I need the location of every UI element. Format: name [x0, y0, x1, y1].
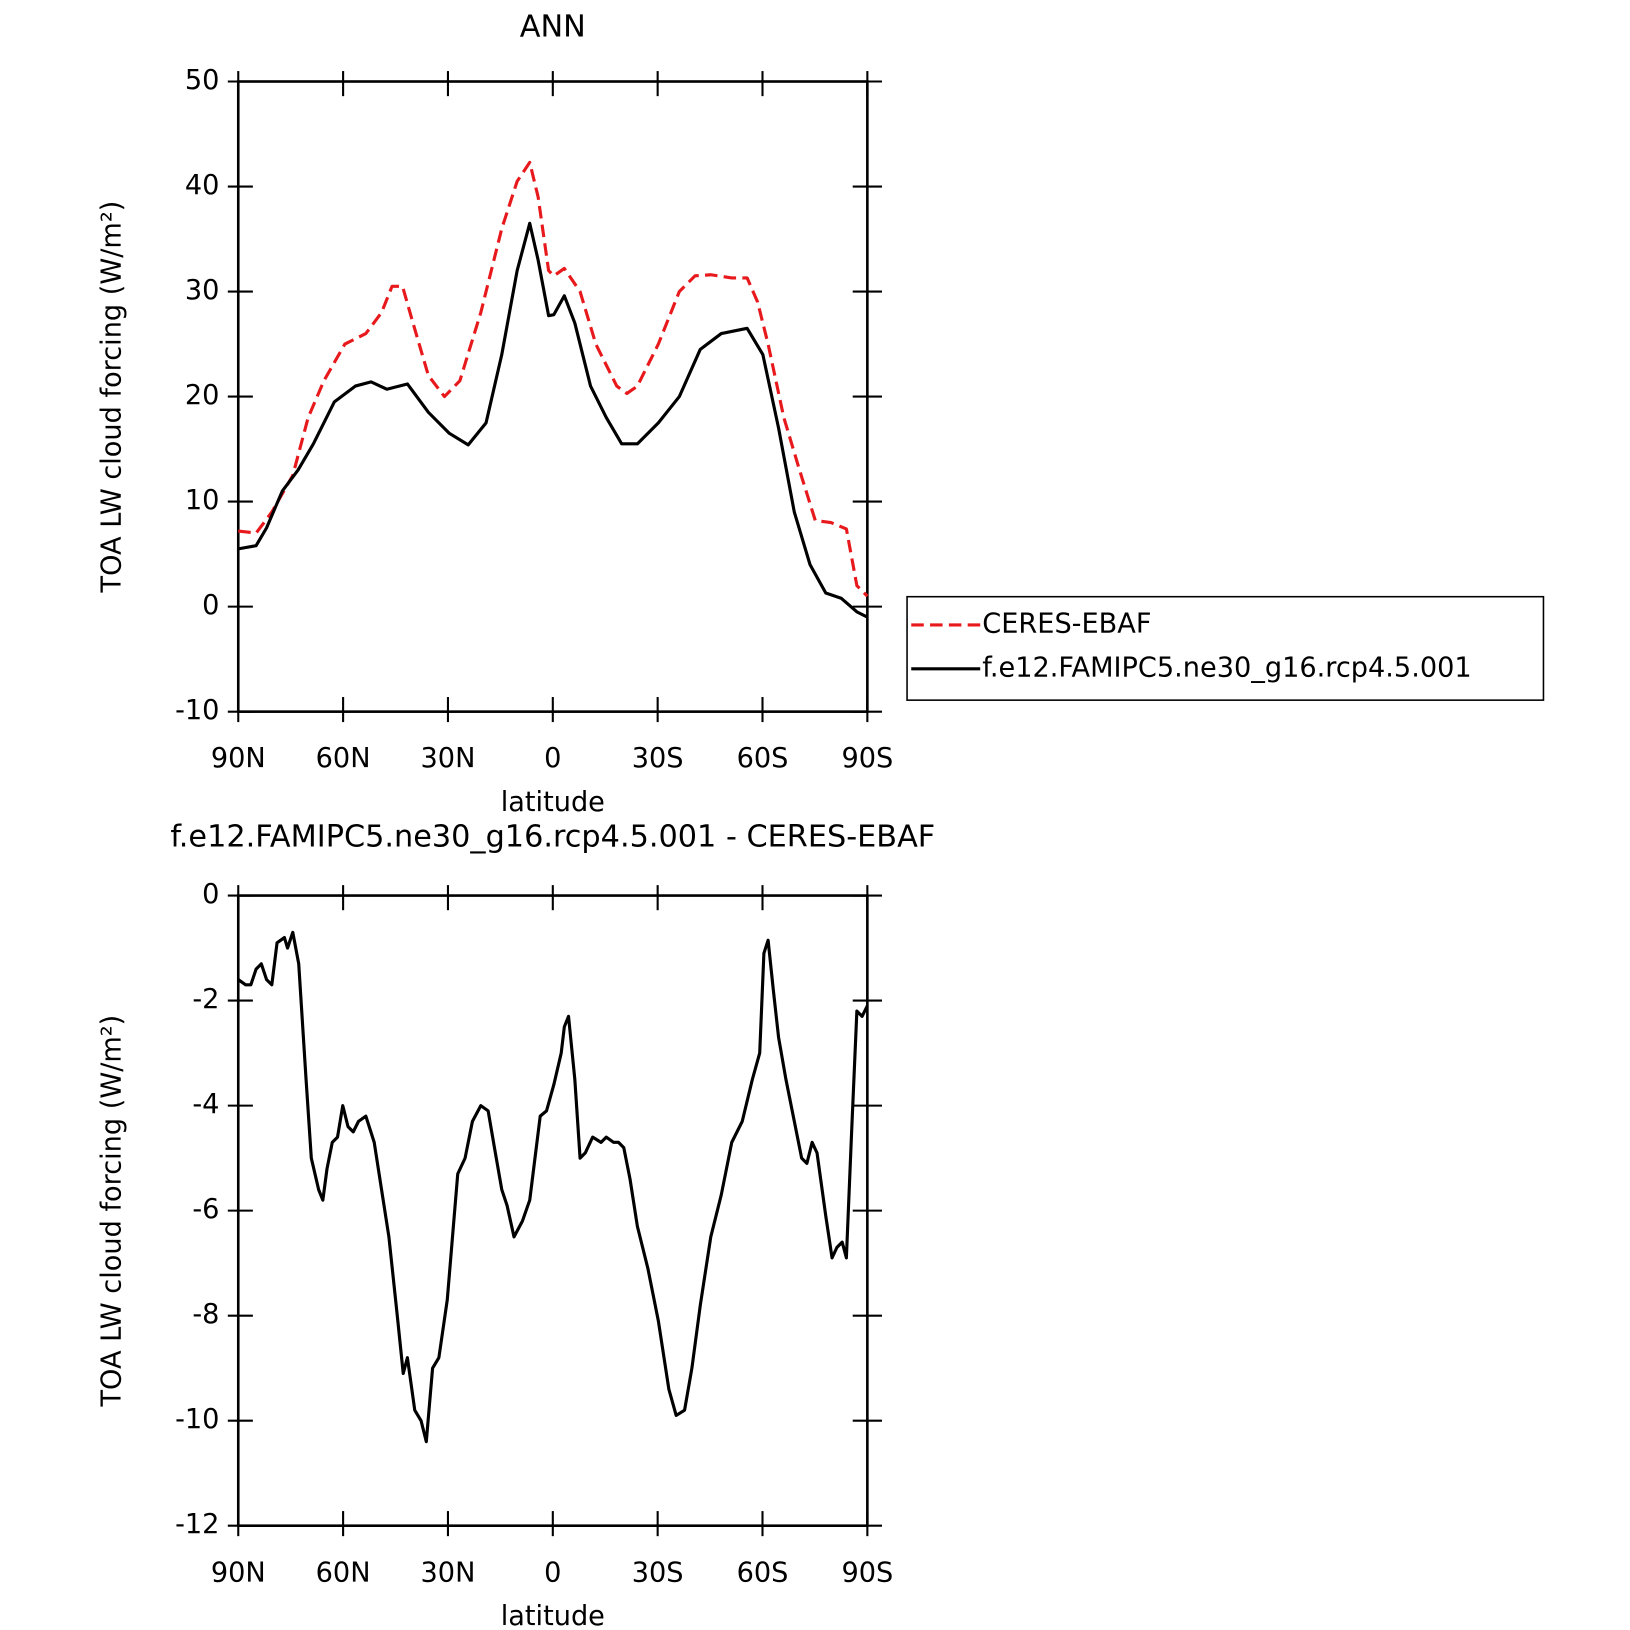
x-tick-label: 90N — [211, 743, 266, 774]
y-tick-label: -4 — [192, 1089, 219, 1120]
x-tick-label: 60N — [316, 743, 371, 774]
y-tick-label: -10 — [175, 1404, 219, 1435]
x-tick-label: 90S — [841, 1557, 893, 1588]
x-tick-label: 30S — [632, 743, 684, 774]
legend-box — [906, 595, 1545, 701]
x-axis-label: latitude — [501, 787, 605, 818]
x-tick-label: 90N — [211, 1557, 266, 1588]
y-axis-label: TOA LW cloud forcing (W/m²) — [96, 1015, 127, 1408]
legend-label: f.e12.FAMIPC5.ne30_g16.rcp4.5.001 — [982, 652, 1471, 683]
chart-title: ANN — [520, 10, 586, 45]
y-tick-label: 0 — [202, 879, 219, 910]
plot-group: ANN -10 0 10 20 30 40 50 90N 60N 30N 0 30S 60S 90S lati… — [96, 10, 1545, 1630]
x-tick-label: 0 — [544, 743, 561, 774]
y-tick-label: 10 — [185, 485, 220, 516]
x-tick-label: 0 — [544, 1557, 561, 1588]
y-tick-label: -10 — [175, 695, 219, 726]
data-line — [237, 221, 869, 619]
x-tick-label: 60S — [737, 1557, 789, 1588]
x-tick-label: 60S — [737, 743, 789, 774]
y-tick-label: -6 — [192, 1194, 219, 1225]
x-tick-label: 30N — [421, 1557, 476, 1588]
x-axis-label: latitude — [501, 1601, 605, 1630]
y-tick-label: -12 — [175, 1509, 219, 1540]
data-line — [237, 930, 869, 1444]
legend-label: CERES-EBAF — [982, 608, 1151, 639]
y-tick-label: -2 — [192, 984, 219, 1015]
x-tick-label: 60N — [316, 1557, 371, 1588]
y-tick-label: 20 — [185, 380, 220, 411]
x-tick-label: 30N — [421, 743, 476, 774]
y-axis-label: TOA LW cloud forcing (W/m²) — [96, 201, 127, 594]
y-tick-label: 50 — [185, 65, 220, 96]
x-tick-label: 30S — [632, 1557, 684, 1588]
chart-title: f.e12.FAMIPC5.ne30_g16.rcp4.5.001 - CERE… — [170, 820, 935, 855]
y-tick-label: 0 — [202, 590, 219, 621]
y-tick-label: 30 — [185, 275, 220, 306]
y-tick-label: 40 — [185, 170, 220, 201]
x-tick-label: 90S — [841, 743, 893, 774]
data-line — [238, 160, 869, 598]
y-tick-label: -8 — [192, 1299, 219, 1330]
